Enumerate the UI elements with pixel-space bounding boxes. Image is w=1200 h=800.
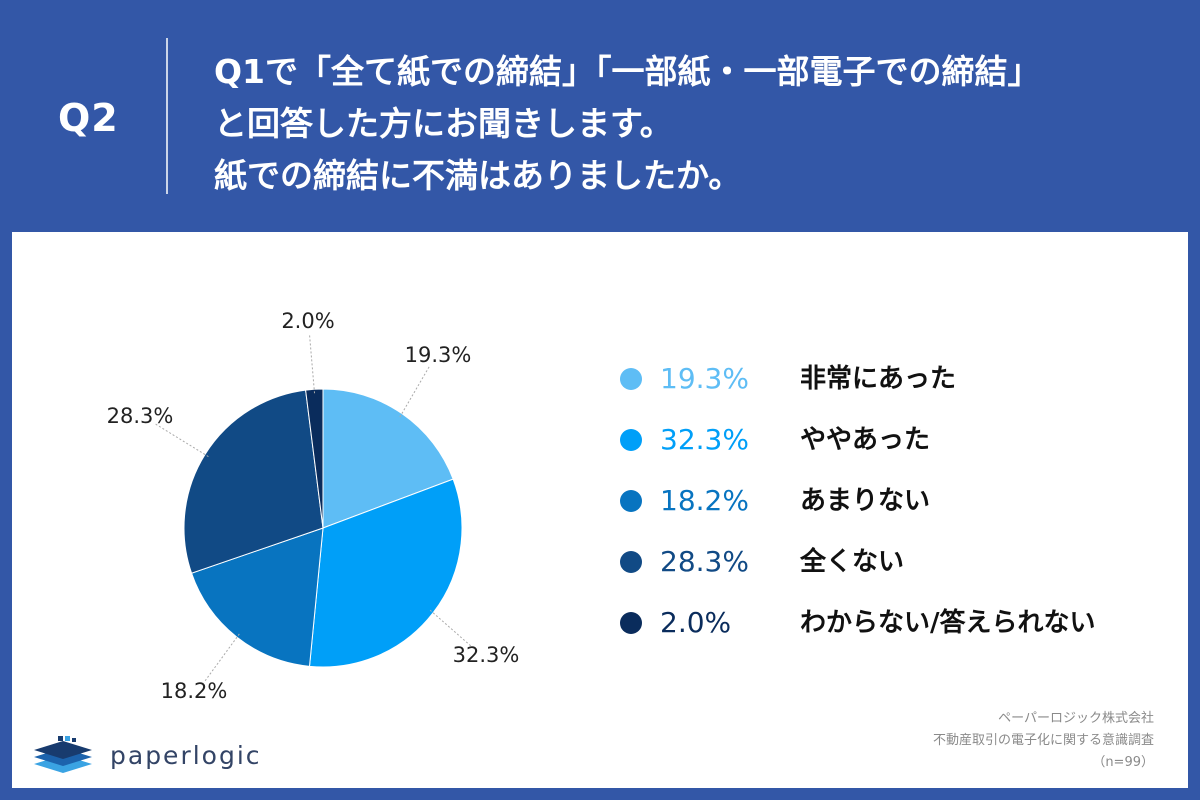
leader-line-1 xyxy=(399,365,430,418)
question-line-3: 紙での締結に不満はありましたか。 xyxy=(214,156,742,195)
leader-line-2 xyxy=(429,609,474,649)
pie-slice-2 xyxy=(308,478,463,668)
header-divider xyxy=(166,38,168,194)
legend-dot-icon xyxy=(620,551,642,573)
legend-pct: 19.3% xyxy=(660,362,749,395)
pie-slice-1 xyxy=(322,388,454,529)
question-line-1: Q1で「全て紙での締結」「一部紙・一部電子での締結」 xyxy=(214,52,1041,91)
legend-label: わからない/答えられない xyxy=(800,608,1096,638)
legend-pct: 2.0% xyxy=(660,606,732,639)
legend-label: 全くない xyxy=(800,547,905,577)
legend-dot-icon xyxy=(620,368,642,390)
legend-dot-icon xyxy=(620,612,642,634)
legend-label: 非常にあった xyxy=(800,364,957,394)
legend-pct: 32.3% xyxy=(660,423,749,456)
pie-chart: 19.3% 32.3% 18.2% 28.3% 2.0% xyxy=(107,309,520,703)
pie-slice-5 xyxy=(305,388,324,529)
legend-label: あまりない xyxy=(800,486,931,516)
leader-line-3 xyxy=(203,633,240,683)
legend-label: ややあった xyxy=(800,425,931,455)
pie-data-label-4: 28.3% xyxy=(107,404,174,428)
source-line-3: （n=99） xyxy=(1092,755,1154,770)
pie-data-label-1: 19.3% xyxy=(405,343,472,367)
pie-data-label-2: 32.3% xyxy=(453,643,520,667)
question-text: Q1で「全て紙での締結」「一部紙・一部電子での締結」 と回答した方にお聞きします… xyxy=(214,46,1041,202)
logo-text: paperlogic xyxy=(110,741,262,770)
legend-dot-icon xyxy=(620,429,642,451)
header: Q2 Q1で「全て紙での締結」「一部紙・一部電子での締結」 と回答した方にお聞き… xyxy=(0,0,1200,232)
question-line-2: と回答した方にお聞きします。 xyxy=(214,104,673,143)
source-line-1: ペーパーロジック株式会社 xyxy=(998,711,1154,726)
paperlogic-stacked-layers-icon xyxy=(34,736,92,773)
pie-data-label-5: 2.0% xyxy=(281,309,334,333)
question-number: Q2 xyxy=(58,96,119,140)
pie-slice-3 xyxy=(190,527,324,667)
chart-panel: 19.3% 32.3% 18.2% 28.3% 2.0% 19.3% 非常にあった 32… xyxy=(12,232,1188,788)
source-line-2: 不動産取引の電子化に関する意識調査 xyxy=(932,733,1154,748)
paperlogic-logo: paperlogic xyxy=(28,735,260,779)
legend-pct: 18.2% xyxy=(660,484,749,517)
legend-dot-icon xyxy=(620,490,642,512)
leader-line-5 xyxy=(308,333,316,394)
pie-data-label-3: 18.2% xyxy=(161,679,228,703)
legend-pct: 28.3% xyxy=(660,545,749,578)
source-note: ペーパーロジック株式会社 不動産取引の電子化に関する意識調査 （n=99） xyxy=(933,708,1154,774)
leader-line-4 xyxy=(153,422,209,458)
